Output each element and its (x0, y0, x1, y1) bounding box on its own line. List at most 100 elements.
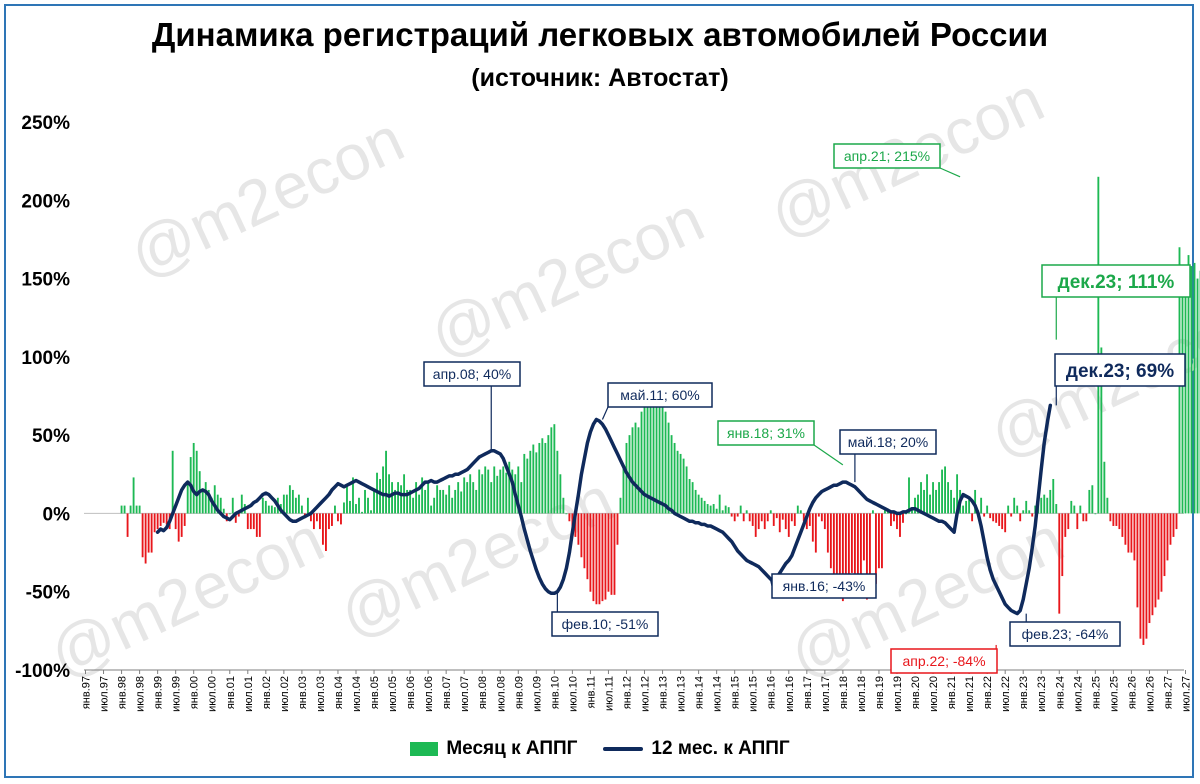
bar-monthly (562, 497, 565, 514)
x-tick-label: янв.25 (1090, 676, 1102, 709)
bar-monthly (165, 513, 168, 525)
bar-monthly (673, 442, 676, 514)
bar-monthly (1043, 494, 1046, 514)
bar-monthly (1175, 513, 1178, 530)
x-tick-label: янв.16 (766, 676, 778, 709)
bar-monthly (1154, 513, 1157, 608)
annotation-leader (813, 444, 844, 466)
bar-monthly (802, 513, 805, 522)
bar-monthly (1187, 255, 1190, 514)
bar-monthly (676, 450, 679, 514)
bar-monthly (1001, 513, 1004, 530)
bar-monthly (1151, 513, 1154, 616)
bar-monthly (980, 497, 983, 514)
bar-monthly (862, 513, 865, 561)
bar-monthly (457, 482, 460, 514)
bar-monthly (580, 513, 583, 558)
bar-monthly (983, 513, 986, 517)
bar-monthly (709, 505, 712, 514)
x-tick-label: июл.24 (1072, 676, 1084, 712)
bar-monthly (192, 442, 195, 514)
bar-monthly (775, 513, 778, 519)
bar-monthly (219, 497, 222, 514)
bar-monthly (177, 513, 180, 542)
bar-monthly (282, 494, 285, 514)
bar-monthly (358, 497, 360, 514)
bar-monthly (850, 513, 853, 573)
bar-monthly (258, 513, 261, 537)
bar-monthly (246, 513, 249, 530)
bar-monthly (481, 474, 484, 514)
bar-monthly (613, 513, 616, 595)
bar-monthly (727, 507, 730, 514)
bar-monthly (409, 489, 412, 514)
bar-monthly (1100, 347, 1103, 514)
bar-monthly (343, 502, 345, 514)
chart-title: Динамика регистраций легковых автомобиле… (151, 16, 1049, 53)
bar-monthly (355, 504, 357, 514)
bar-monthly (992, 513, 995, 522)
bar-monthly (1196, 278, 1199, 514)
bar-monthly (1130, 513, 1133, 553)
bar-monthly (607, 513, 610, 592)
bar-monthly (568, 513, 571, 522)
y-tick-label: 0% (43, 504, 71, 525)
bar-monthly (517, 466, 520, 514)
x-tick-label: июл.09 (531, 676, 543, 712)
bar-monthly (1064, 513, 1067, 537)
bar-monthly (878, 513, 880, 569)
bar-monthly (1097, 176, 1100, 514)
annotation-box (423, 361, 521, 387)
bar-monthly (718, 494, 721, 514)
x-tick-label: янв.19 (874, 676, 886, 709)
bar-monthly (445, 494, 448, 514)
bar-monthly (469, 474, 472, 514)
bar-monthly (385, 450, 387, 514)
annotation-label: дек.23; 111% (1058, 272, 1175, 293)
bar-monthly (427, 482, 430, 514)
bar-monthly (685, 466, 688, 514)
bar-monthly (171, 450, 174, 514)
bar-monthly (325, 513, 327, 552)
bar-monthly (652, 400, 655, 514)
bar-monthly (565, 513, 568, 515)
bar-monthly (947, 482, 950, 514)
bar-monthly (911, 510, 913, 514)
bar-monthly (733, 513, 736, 522)
bar-monthly (126, 513, 129, 537)
bar-monthly (691, 482, 694, 514)
x-tick-label: янв.06 (405, 676, 417, 709)
bar-monthly (526, 458, 529, 514)
bar-monthly (1007, 505, 1010, 514)
bar-monthly (811, 513, 814, 542)
bar-monthly (306, 497, 309, 514)
annotation-leader (601, 406, 609, 420)
bar-monthly (908, 477, 910, 514)
x-tick-label: июл.22 (1000, 676, 1012, 712)
bar-monthly (442, 489, 445, 514)
annotation-label: апр.08; 40% (433, 366, 511, 382)
bar-monthly (183, 513, 186, 526)
bar-monthly (893, 513, 895, 522)
x-tick-label: июл.11 (603, 676, 615, 711)
bar-monthly (920, 482, 922, 514)
x-tick-label: янв.10 (549, 676, 561, 709)
bar-monthly (123, 505, 126, 514)
bar-monthly (616, 513, 619, 545)
bar-monthly (778, 513, 781, 533)
bar-monthly (905, 513, 907, 515)
x-tick-label: янв.18 (838, 676, 850, 709)
bar-monthly (796, 505, 799, 514)
bar-monthly (1061, 513, 1064, 577)
bar-monthly (1127, 513, 1130, 553)
bar-monthly (331, 513, 333, 526)
bar-monthly (772, 513, 775, 526)
bar-monthly (962, 505, 965, 514)
bar-monthly (829, 513, 832, 569)
bar-monthly (439, 489, 442, 514)
bar-monthly (950, 489, 953, 514)
bar-monthly (1145, 513, 1148, 639)
x-tick-label: июл.08 (495, 676, 507, 712)
y-tick-label: 150% (21, 270, 70, 291)
bar-monthly (682, 458, 685, 514)
